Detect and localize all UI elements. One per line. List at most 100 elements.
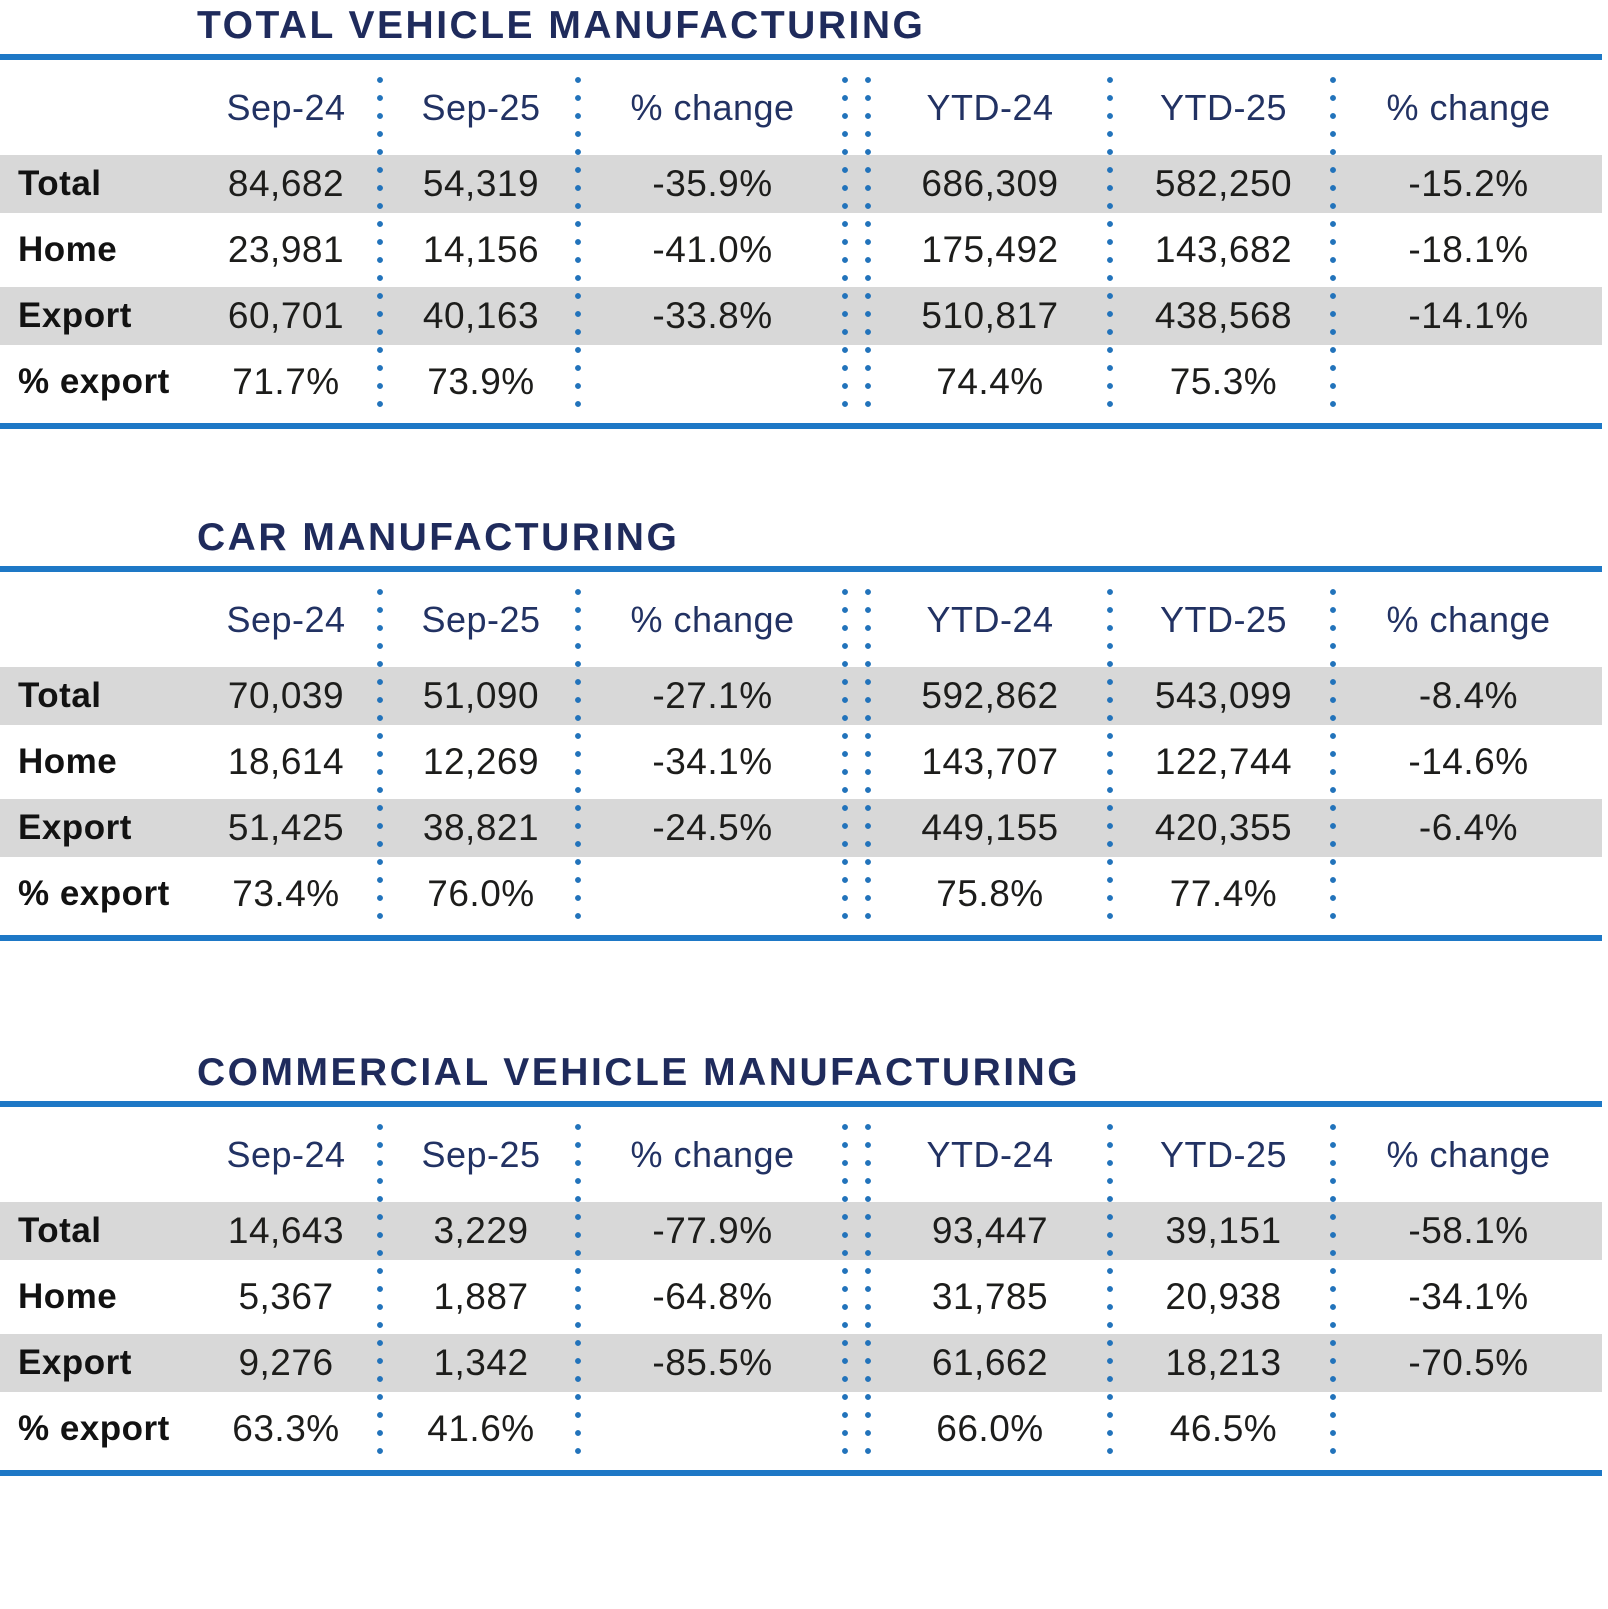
column-header-sep-24: Sep-24: [226, 1133, 346, 1175]
row-label: Total: [18, 164, 102, 203]
table-row-total: Total 84,682 54,319 -35.9% 686,309 582,2…: [0, 155, 1602, 213]
cell-value: 420,355: [1154, 807, 1293, 848]
cell-value: 54,319: [422, 163, 540, 204]
cell-value: -34.1%: [652, 741, 773, 782]
cell-value: 31,785: [931, 1276, 1049, 1317]
car-manufacturing-table: CAR MANUFACTURING Sep-24 Sep-25 % change…: [0, 518, 1602, 941]
page: TOTAL VEHICLE MANUFACTURING Sep-24 Sep-2…: [0, 6, 1602, 1476]
column-header-sep-25: Sep-25: [421, 86, 541, 128]
cell-value: 18,614: [227, 741, 345, 782]
cell-value: 122,744: [1154, 741, 1293, 782]
table-row-export: Export 51,425 38,821 -24.5% 449,155 420,…: [0, 799, 1602, 857]
table-row-home: Home 5,367 1,887 -64.8% 31,785 20,938 -3…: [0, 1268, 1602, 1326]
cell-value: -33.8%: [652, 295, 773, 336]
table-row-pct-export: % export 73.4% 76.0% 75.8% 77.4%: [0, 865, 1602, 923]
table-row-home: Home 18,614 12,269 -34.1% 143,707 122,74…: [0, 733, 1602, 791]
column-header-pct-change-ytd: % change: [1386, 1133, 1551, 1175]
column-header-pct-change-month: % change: [630, 86, 795, 128]
cell-value: 175,492: [921, 229, 1059, 270]
cell-value: 686,309: [921, 163, 1059, 204]
cell-value: 51,425: [227, 807, 345, 848]
cell-value: 66.0%: [936, 1408, 1044, 1449]
table-row-pct-export: % export 71.7% 73.9% 74.4% 75.3%: [0, 353, 1602, 411]
cell-value: 63.3%: [232, 1408, 340, 1449]
cell-value: -70.5%: [1408, 1342, 1529, 1383]
row-label: Home: [18, 1277, 118, 1316]
column-header-ytd-25: YTD-25: [1159, 598, 1288, 640]
table-body: Sep-24 Sep-25 % change YTD-24 YTD-25 % c…: [0, 1107, 1602, 1470]
column-header-sep-24: Sep-24: [226, 86, 346, 128]
cell-value: 1,887: [433, 1276, 529, 1317]
table-rule-bottom: [0, 1470, 1602, 1476]
column-header-pct-change-ytd: % change: [1386, 86, 1551, 128]
table-row-home: Home 23,981 14,156 -41.0% 175,492 143,68…: [0, 221, 1602, 279]
cell-value: -58.1%: [1408, 1210, 1529, 1251]
cell-value: 60,701: [227, 295, 345, 336]
commercial-vehicle-manufacturing-table: COMMERCIAL VEHICLE MANUFACTURING Sep-24 …: [0, 1053, 1602, 1476]
cell-value: 23,981: [227, 229, 345, 270]
column-header-ytd-25: YTD-25: [1159, 1133, 1288, 1175]
cell-value: 143,707: [921, 741, 1059, 782]
cell-value: 12,269: [422, 741, 540, 782]
cell-value: -14.1%: [1408, 295, 1529, 336]
cell-value: 18,213: [1165, 1342, 1282, 1383]
table-rule-bottom: [0, 935, 1602, 941]
table-row-export: Export 60,701 40,163 -33.8% 510,817 438,…: [0, 287, 1602, 345]
column-header-sep-25: Sep-25: [421, 598, 541, 640]
row-label: % export: [18, 362, 170, 401]
column-header-ytd-24: YTD-24: [926, 86, 1054, 128]
cell-value: -24.5%: [652, 807, 773, 848]
table-rule-top: [0, 1101, 1602, 1107]
column-header-ytd-24: YTD-24: [926, 1133, 1054, 1175]
cell-value: 73.4%: [232, 873, 340, 914]
row-label: % export: [18, 874, 170, 913]
row-label: Home: [18, 742, 118, 781]
table-title: CAR MANUFACTURING: [197, 516, 680, 559]
row-label: Export: [18, 808, 132, 847]
cell-value: 449,155: [921, 807, 1059, 848]
cell-value: 1,342: [433, 1342, 529, 1383]
column-header-ytd-24: YTD-24: [926, 598, 1054, 640]
row-label: Export: [18, 1343, 132, 1382]
cell-value: 510,817: [921, 295, 1059, 336]
cell-value: -14.6%: [1408, 741, 1529, 782]
cell-value: -6.4%: [1418, 807, 1519, 848]
cell-value: 70,039: [227, 675, 345, 716]
cell-value: 543,099: [1154, 675, 1293, 716]
cell-value: -18.1%: [1408, 229, 1529, 270]
cell-value: 3,229: [433, 1210, 529, 1251]
table-row-total: Total 14,643 3,229 -77.9% 93,447 39,151 …: [0, 1202, 1602, 1260]
cell-value: -41.0%: [652, 229, 773, 270]
cell-value: -64.8%: [652, 1276, 773, 1317]
cell-value: 74.4%: [936, 361, 1044, 402]
column-header-sep-24: Sep-24: [226, 598, 346, 640]
table-body: Sep-24 Sep-25 % change YTD-24 YTD-25 % c…: [0, 572, 1602, 935]
row-label: % export: [18, 1409, 170, 1448]
cell-value: -34.1%: [1408, 1276, 1529, 1317]
column-header-ytd-25: YTD-25: [1159, 86, 1288, 128]
cell-value: -77.9%: [652, 1210, 773, 1251]
cell-value: 143,682: [1154, 229, 1293, 270]
row-label: Export: [18, 296, 132, 335]
cell-value: 93,447: [931, 1210, 1049, 1251]
cell-value: 582,250: [1154, 163, 1293, 204]
column-header-sep-25: Sep-25: [421, 1133, 541, 1175]
cell-value: 38,821: [422, 807, 540, 848]
row-label: Total: [18, 676, 102, 715]
cell-value: 5,367: [238, 1276, 334, 1317]
total-vehicle-manufacturing-table: TOTAL VEHICLE MANUFACTURING Sep-24 Sep-2…: [0, 6, 1602, 429]
cell-value: -27.1%: [652, 675, 773, 716]
table-body: Sep-24 Sep-25 % change YTD-24 YTD-25 % c…: [0, 60, 1602, 423]
cell-value: -15.2%: [1408, 163, 1529, 204]
cell-value: 51,090: [422, 675, 540, 716]
cell-value: 61,662: [931, 1342, 1049, 1383]
cell-value: 73.9%: [427, 361, 535, 402]
cell-value: 20,938: [1165, 1276, 1282, 1317]
header-row: Sep-24 Sep-25 % change YTD-24 YTD-25 % c…: [0, 572, 1602, 667]
table-rule-top: [0, 566, 1602, 572]
table-rule-top: [0, 54, 1602, 60]
cell-value: 71.7%: [232, 361, 340, 402]
cell-value: 14,156: [422, 229, 540, 270]
cell-value: 592,862: [921, 675, 1059, 716]
column-header-pct-change-month: % change: [630, 1133, 795, 1175]
